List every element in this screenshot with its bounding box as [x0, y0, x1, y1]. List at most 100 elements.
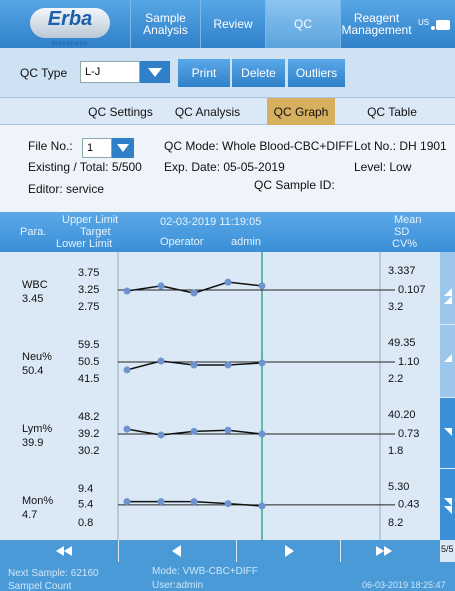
- arrow: [148, 68, 162, 77]
- upper-limit: 3.75: [78, 267, 99, 279]
- mode: Mode: VWB-CBC+DIFF: [152, 566, 258, 577]
- cv: 8.2: [388, 517, 403, 529]
- qc-point: [157, 357, 165, 365]
- cv: 2.2: [388, 373, 403, 385]
- upper-limit: 59.5: [78, 339, 99, 351]
- qc-point: [123, 366, 131, 374]
- tab[interactable]: Sample Analysis: [130, 0, 200, 48]
- col-target: Target: [80, 226, 111, 238]
- qc-point: [224, 500, 232, 508]
- qc-point: [190, 427, 198, 435]
- arrow: [444, 354, 452, 362]
- info-panel: [0, 125, 455, 212]
- qc-type-label: QC Type: [20, 66, 68, 80]
- cv: 1.8: [388, 445, 403, 457]
- target: 3.25: [78, 284, 99, 296]
- arrow: [285, 545, 294, 557]
- file-no-select[interactable]: 1: [82, 138, 112, 158]
- target: 50.5: [78, 356, 99, 368]
- qc-point: [157, 498, 165, 506]
- qc-point: [190, 289, 198, 297]
- column-header: [0, 212, 455, 252]
- cv: 3.2: [388, 301, 403, 313]
- subtab-active[interactable]: QC Graph: [267, 98, 335, 125]
- graph-bg: [0, 252, 440, 540]
- mean: 49.35: [388, 337, 416, 349]
- upper-limit: 9.4: [78, 483, 93, 495]
- scroll-column: [440, 252, 455, 540]
- sd: 0.43: [398, 499, 419, 511]
- lower-limit: 2.75: [78, 301, 99, 313]
- file-no-label: File No.:: [28, 139, 73, 153]
- param-value: 4.7: [22, 509, 37, 521]
- arrow: [444, 498, 452, 514]
- scroll-button[interactable]: [440, 398, 455, 468]
- existing-total: Existing / Total: 5/500: [28, 160, 142, 174]
- lower-limit: 41.5: [78, 373, 99, 385]
- col-cv: CV%: [392, 238, 418, 250]
- lower-limit: 0.8: [78, 517, 93, 529]
- qc-point: [224, 426, 232, 434]
- qc-mode: QC Mode: Whole Blood-CBC+DIFF: [164, 139, 354, 153]
- level: Level: Low: [354, 160, 412, 174]
- status-icons: [431, 20, 450, 30]
- button[interactable]: Print: [178, 59, 230, 87]
- col-lower: Lower Limit: [56, 238, 113, 250]
- arrow: [444, 288, 452, 304]
- arrow: [172, 545, 181, 557]
- param-value: 50.4: [22, 365, 43, 377]
- qc-point: [123, 287, 131, 295]
- col-mean: Mean: [394, 214, 422, 226]
- tab[interactable]: Reagent Management: [340, 0, 412, 48]
- user: User:admin: [152, 580, 204, 591]
- sample-count: Sampel Count: [8, 581, 72, 591]
- qc-type-select[interactable]: L-J: [80, 61, 140, 83]
- scroll-button[interactable]: [440, 469, 455, 540]
- button[interactable]: Outliers: [288, 59, 345, 87]
- param-name: Neu%: [22, 351, 52, 363]
- status-bar: [0, 562, 455, 591]
- sd: 0.73: [398, 428, 419, 440]
- qc-point: [157, 431, 165, 439]
- mean: 3.337: [388, 265, 416, 277]
- qc-graph: WBC 3.45 3.75 3.25 2.75 3.337 0.107 3.2 Neu% 50.4…: [0, 252, 440, 540]
- nav-bar: [0, 540, 440, 562]
- tab[interactable]: Review: [200, 0, 265, 48]
- subtab[interactable]: QC Analysis: [174, 104, 241, 119]
- subtab[interactable]: QC Table: [367, 104, 417, 119]
- editor: Editor: service: [28, 182, 105, 196]
- page-indicator: 5/5: [441, 544, 454, 554]
- logo-subtext: Mannheim: [51, 40, 88, 47]
- tab-active[interactable]: QC: [265, 0, 340, 48]
- upper-limit: 48.2: [78, 411, 99, 423]
- dropdown-button[interactable]: [140, 61, 170, 83]
- param-value: 3.45: [22, 293, 43, 305]
- button[interactable]: Delete: [232, 59, 285, 87]
- scroll-button[interactable]: [440, 252, 455, 324]
- lower-limit: 30.2: [78, 445, 99, 457]
- target: 5.4: [78, 499, 93, 511]
- dropdown-button[interactable]: [112, 138, 134, 158]
- qc-point: [258, 359, 266, 367]
- arrow: [117, 144, 129, 152]
- col-operator: admin: [231, 236, 261, 248]
- sd: 0.107: [398, 284, 426, 296]
- param-name: Lym%: [22, 423, 52, 435]
- qc-point: [224, 361, 232, 369]
- target: 39.2: [78, 428, 99, 440]
- qc-point: [123, 498, 131, 506]
- arrow: [376, 546, 392, 556]
- qc-point: [190, 498, 198, 506]
- qc-point: [224, 278, 232, 286]
- qc-point: [157, 282, 165, 290]
- next-sample: Next Sample: 62160: [8, 568, 99, 579]
- lot-no: Lot No.: DH 1901: [354, 139, 447, 153]
- subtab-bar: [0, 98, 455, 125]
- col-para: Para.: [20, 226, 47, 238]
- qc-point: [258, 430, 266, 438]
- subtab[interactable]: QC Settings: [88, 104, 153, 119]
- qc-point: [258, 502, 266, 510]
- col-upper: Upper Limit: [62, 214, 119, 226]
- status-datetime: 06-03-2019 18:25:47: [362, 580, 446, 590]
